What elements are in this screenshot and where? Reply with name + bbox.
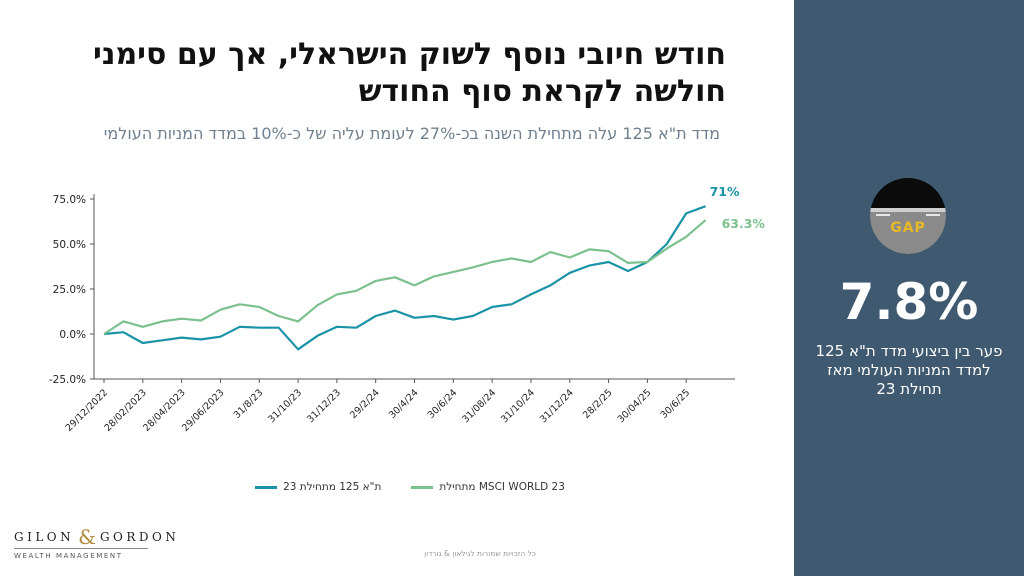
legend-item-msci: MSCI WORLD 23 מתחילת (411, 481, 565, 493)
chart-legend: ת"א 125 מתחילת 23 MSCI WORLD 23 מתחילת (220, 478, 600, 496)
logo-word-left: GILON (14, 530, 75, 544)
x-tick-label: 31/8/23 (232, 387, 266, 421)
main-panel: חודש חיובי נוסף לשוק הישראלי, אך עם סימנ… (14, 37, 766, 568)
page-subtitle: מדד ת"א 125 עלה מתחילת השנה בכ-27% לעומת… (103, 124, 720, 143)
x-tick-label: 29/06/2023 (180, 387, 227, 434)
side-panel (794, 0, 1024, 576)
badge-text: GAP (890, 220, 926, 236)
series-line-msci (103, 219, 707, 335)
x-tick-label: 31/10/24 (499, 387, 537, 425)
footer-copyright: כל הזכויות שמורות לגילאון & גורדון (424, 549, 536, 558)
y-tick-label: -25.0% (49, 374, 86, 386)
x-tick-label: 30/04/25 (616, 387, 654, 425)
gap-badge-icon: GAP (870, 178, 946, 254)
logo-subtitle: WEALTH MANAGEMENT (14, 552, 123, 560)
series-line-ta125 (103, 205, 706, 351)
legend-label-ta125: ת"א 125 מתחילת 23 (283, 481, 382, 493)
line-chart: -25.0%0.0%25.0%50.0%75.0%29/12/202228/02… (49, 184, 766, 434)
gap-value: 7.8% (839, 273, 979, 331)
y-tick-label: 50.0% (53, 239, 86, 251)
legend-item-ta125: ת"א 125 מתחילת 23 (255, 481, 381, 493)
legend-swatch-msci (411, 485, 434, 489)
y-tick-label: 75.0% (53, 194, 86, 206)
gap-description: פער בין ביצועי מדד ת"א 125 למדד המניות ה… (815, 342, 1003, 398)
x-tick-label: 30/6/24 (426, 387, 460, 421)
logo-ampersand: & (78, 525, 96, 549)
logo-divider (14, 548, 148, 549)
end-label-ta125: 71% (710, 184, 740, 199)
x-tick-label: 28/2/25 (581, 387, 615, 421)
road-gap-icon (870, 208, 946, 254)
x-tick-label: 30/4/24 (387, 387, 421, 421)
legend-label-msci: MSCI WORLD 23 מתחילת (439, 481, 565, 493)
logo-word-right: GORDON (99, 530, 180, 544)
y-tick-label: 0.0% (59, 329, 86, 341)
x-tick-label: 31/12/23 (305, 387, 343, 425)
company-logo: GILON & GORDON WEALTH MANAGEMENT (14, 525, 176, 568)
y-tick-label: 25.0% (53, 284, 86, 296)
x-tick-label: 31/08/24 (460, 387, 498, 425)
x-tick-label: 31/10/23 (266, 387, 304, 425)
legend-swatch-ta125 (255, 485, 278, 489)
x-tick-label: 31/12/24 (538, 387, 576, 425)
end-label-msci: 63.3% (722, 216, 766, 231)
x-tick-label: 30/6/25 (659, 387, 693, 421)
page-title: חודש חיובי נוסף לשוק הישראלי, אך עם סימנ… (93, 37, 726, 109)
x-tick-label: 29/2/24 (348, 387, 382, 421)
